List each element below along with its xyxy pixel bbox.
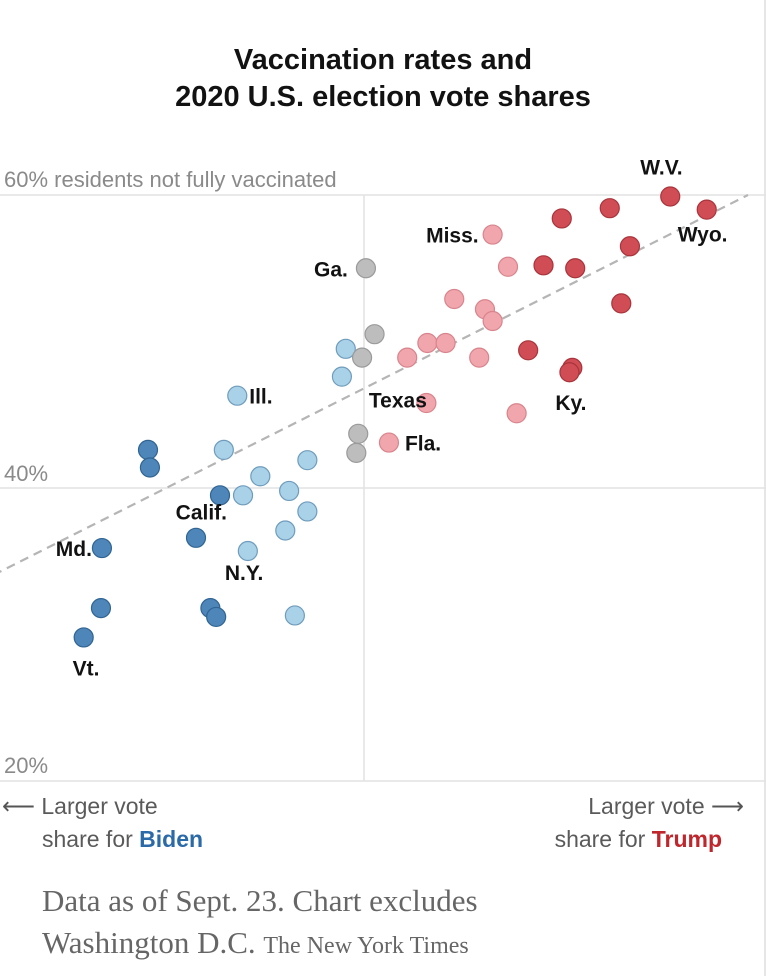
data-point-39 <box>297 501 318 522</box>
data-point-38 <box>232 485 254 506</box>
grid <box>0 194 766 782</box>
data-point-3 <box>551 208 572 229</box>
chart-title-line1: Vaccination rates and <box>233 44 533 76</box>
data-point-calif <box>209 485 231 506</box>
data-point-md <box>91 537 113 559</box>
data-point-8 <box>497 256 519 277</box>
biden-direction-label: ⟵ Larger vote share for Biden <box>2 790 203 856</box>
right-arrow-icon: ⟶ <box>711 793 744 819</box>
point-label-md: Md. <box>56 538 92 561</box>
point-label-ny: N.Y. <box>225 562 264 585</box>
data-point-wv <box>660 186 681 207</box>
footnote: Data as of Sept. 23. Chart excludes Wash… <box>42 880 742 967</box>
chart-title-line2: 2020 U.S. election vote shares <box>175 81 591 113</box>
ytick-40: 40% <box>4 461 48 486</box>
point-label-ga: Ga. <box>314 258 348 281</box>
ytick-60: 60% residents not fully vaccinated <box>4 167 337 192</box>
data-point-20 <box>469 347 490 368</box>
data-point-vt <box>73 627 94 648</box>
right-dir-line1: Larger vote <box>588 793 705 819</box>
point-label-texas: Texas <box>369 390 427 413</box>
data-point-11 <box>611 293 632 314</box>
data-point-ny <box>237 540 258 562</box>
point-label-ky: Ky. <box>555 392 586 415</box>
trend-line <box>0 194 749 573</box>
data-point-36 <box>279 480 300 502</box>
data-point-13 <box>482 310 503 332</box>
right-dir-line2: share for <box>554 826 646 852</box>
data-labels: W.V. Wyo. Miss. Ga. Ky. Texas Ill. Fla. Calif. Md… <box>56 156 728 680</box>
biden-label: Biden <box>139 826 204 852</box>
data-point-18 <box>518 340 539 361</box>
data-point-47 <box>284 605 305 626</box>
footnote-line2: Washington D.C. <box>42 925 256 960</box>
data-point-33 <box>297 450 318 471</box>
source-credit: The New York Times <box>263 933 469 959</box>
data-point-30 <box>137 439 159 461</box>
data-point-5 <box>619 236 641 257</box>
data-point-26 <box>416 392 437 414</box>
data-point-41 <box>185 527 207 548</box>
left-dir-line2: share for <box>42 826 133 852</box>
data-point-texas <box>331 366 353 387</box>
data-point-wyo <box>696 199 717 220</box>
data-point-2 <box>599 198 620 219</box>
trump-direction-label: Larger vote ⟶ share for Trump <box>555 790 744 856</box>
trump-label: Trump <box>651 826 722 852</box>
data-point-19 <box>397 347 418 368</box>
data-point-27 <box>506 403 527 424</box>
point-label-wv: W.V. <box>640 156 682 179</box>
point-label-calif: Calif. <box>176 501 227 524</box>
chart-title: Vaccination rates and 2020 U.S. election… <box>0 42 766 116</box>
data-point-fla <box>378 432 400 453</box>
point-label-miss: Miss. <box>426 225 479 248</box>
data-point-16 <box>435 332 456 354</box>
footnote-line1: Data as of Sept. 23. Chart excludes <box>42 883 478 918</box>
data-point-ill <box>227 385 248 406</box>
data-point-10 <box>444 288 465 310</box>
data-point-23 <box>559 362 580 383</box>
data-point-44 <box>90 598 112 619</box>
data-point-32 <box>346 442 367 463</box>
data-point-34 <box>139 457 161 478</box>
data-point-21 <box>351 347 373 368</box>
left-arrow-icon: ⟵ <box>2 793 35 819</box>
data-point-14 <box>364 324 385 345</box>
data-point-35 <box>250 466 271 487</box>
data-point-17 <box>335 338 356 359</box>
data-points <box>73 186 717 648</box>
data-point-ga <box>355 258 377 279</box>
data-point-31 <box>213 439 234 461</box>
data-point-28 <box>348 423 369 444</box>
data-point-6 <box>533 255 554 276</box>
data-point-15 <box>417 332 438 354</box>
ytick-20: 20% <box>4 753 48 778</box>
left-dir-line1: Larger vote <box>41 793 158 819</box>
point-label-fla: Fla. <box>405 433 441 456</box>
data-point-miss <box>482 224 503 245</box>
point-label-vt: Vt. <box>73 657 100 680</box>
point-label-wyo: Wyo. <box>678 224 728 247</box>
point-label-ill: Ill. <box>249 386 272 409</box>
data-point-40 <box>275 520 296 541</box>
data-point-7 <box>565 258 586 279</box>
data-point-46 <box>206 606 227 628</box>
